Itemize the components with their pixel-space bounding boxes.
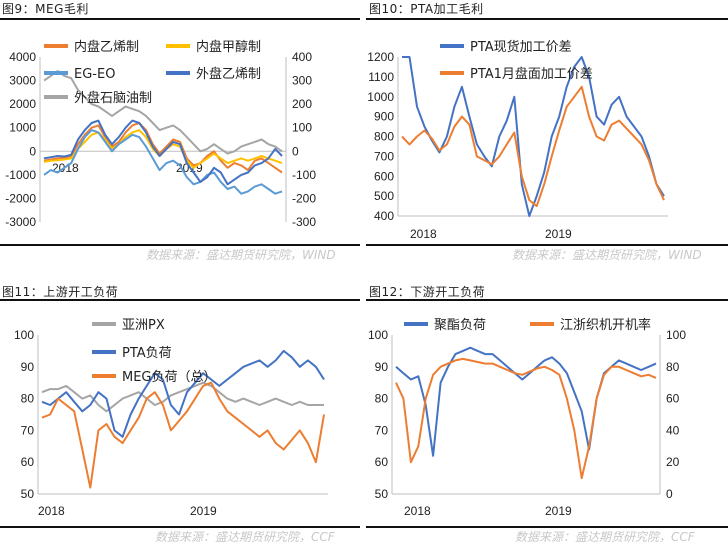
y-tick-label: 1200: [367, 50, 394, 64]
legend-label: 江浙织机开机率: [560, 317, 651, 333]
series-line: [43, 70, 283, 155]
divider: [0, 244, 360, 246]
legend-label: 外盘乙烯制: [196, 66, 261, 82]
series-line: [41, 349, 325, 438]
y-tick-label: 50: [21, 487, 35, 501]
legend-label: PTA负荷: [122, 346, 172, 361]
y-tick-label: -1000: [5, 168, 36, 182]
y-tick-label: 100: [292, 121, 312, 135]
source-note: 数据来源：盛达期货研究院，WIND: [146, 248, 336, 262]
y-tick-label: 0: [29, 144, 36, 158]
series-line: [43, 119, 283, 186]
y-tick-label: 400: [374, 209, 394, 223]
y-tick-label: 1100: [368, 70, 394, 84]
y-tick-label: -3000: [5, 215, 36, 229]
y-tick-label: 0: [292, 144, 299, 158]
legend-label: 亚洲PX: [122, 318, 165, 333]
y-tick-label: 70: [375, 423, 389, 437]
y-tick-label: 2000: [9, 97, 36, 111]
y-tick-label: 60: [21, 455, 35, 469]
legend-label: MEG负荷（总）: [122, 370, 217, 385]
series-line: [395, 357, 657, 480]
divider: [366, 18, 728, 20]
y-tick-label: 60: [666, 392, 680, 406]
source-note: 数据来源：盛达期货研究院，CCF: [515, 530, 695, 544]
y-tick-label: 90: [375, 360, 389, 374]
y-tick-label: 70: [21, 423, 35, 437]
source-note: 数据来源：盛达期货研究院，WIND: [512, 248, 702, 262]
y-tick-label: 40: [666, 423, 680, 437]
x-tick-label: 2019: [545, 504, 572, 518]
x-tick-label: 2018: [404, 504, 431, 518]
y-tick-label: 400: [292, 50, 312, 64]
x-tick-label: 2019: [545, 227, 572, 241]
y-tick-label: -300: [292, 215, 316, 229]
series-line: [43, 122, 283, 174]
y-tick-label: 1000: [367, 90, 394, 104]
y-tick-label: -100: [292, 168, 316, 182]
series-line: [402, 56, 665, 217]
y-tick-label: 700: [374, 149, 394, 163]
y-tick-label: -2000: [5, 191, 36, 205]
legend-label: PTA1月盘面加工价差: [470, 66, 593, 82]
y-tick-label: 300: [292, 74, 312, 88]
divider: [366, 299, 728, 301]
divider: [0, 526, 360, 528]
legend-label: 聚酯负荷: [434, 318, 486, 333]
x-tick-label: 2018: [410, 227, 437, 241]
y-tick-label: 60: [375, 455, 389, 469]
divider: [366, 244, 728, 246]
y-tick-label: 900: [374, 110, 394, 124]
panel-title: 图11：上游开工负荷: [2, 285, 119, 299]
y-tick-label: 50: [375, 487, 389, 501]
y-tick-label: 80: [21, 392, 35, 406]
y-tick-label: 3000: [9, 74, 36, 88]
y-tick-label: 500: [374, 189, 394, 203]
panel-title: 图9：MEG毛利: [2, 2, 89, 16]
legend-label: PTA现货加工价差: [470, 39, 572, 55]
y-tick-label: 0: [666, 487, 673, 501]
divider: [0, 18, 360, 20]
y-tick-label: 4000: [9, 50, 36, 64]
y-tick-label: -200: [292, 191, 316, 205]
y-tick-label: 200: [292, 97, 312, 111]
legend-label: 外盘石脑油制: [74, 90, 152, 106]
legend-label: EG-EO: [74, 67, 115, 82]
y-tick-label: 20: [666, 455, 680, 469]
y-tick-label: 600: [374, 169, 394, 183]
x-tick-label: 2019: [190, 504, 217, 518]
source-note: 数据来源：盛达期货研究院，CCF: [155, 530, 335, 544]
x-tick-label: 2018: [38, 504, 65, 518]
y-tick-label: 90: [21, 360, 35, 374]
legend-label: 内盘甲醇制: [196, 39, 261, 55]
divider: [0, 299, 360, 301]
series-line: [401, 85, 665, 208]
y-tick-label: 1000: [9, 121, 36, 135]
y-tick-label: 100: [14, 328, 34, 342]
series-line: [41, 381, 325, 489]
y-tick-label: 80: [375, 392, 389, 406]
series-line: [41, 381, 324, 413]
y-tick-label: 100: [666, 328, 686, 342]
panel-title: 图10：PTA加工毛利: [369, 2, 484, 16]
legend-label: 内盘乙烯制: [74, 39, 139, 55]
y-tick-label: 100: [368, 328, 388, 342]
divider: [366, 526, 728, 528]
y-tick-label: 800: [374, 130, 394, 144]
panel-title: 图12：下游开工负荷: [369, 285, 486, 299]
series-line: [395, 346, 657, 457]
y-tick-label: 80: [666, 360, 680, 374]
series-line: [43, 129, 283, 195]
